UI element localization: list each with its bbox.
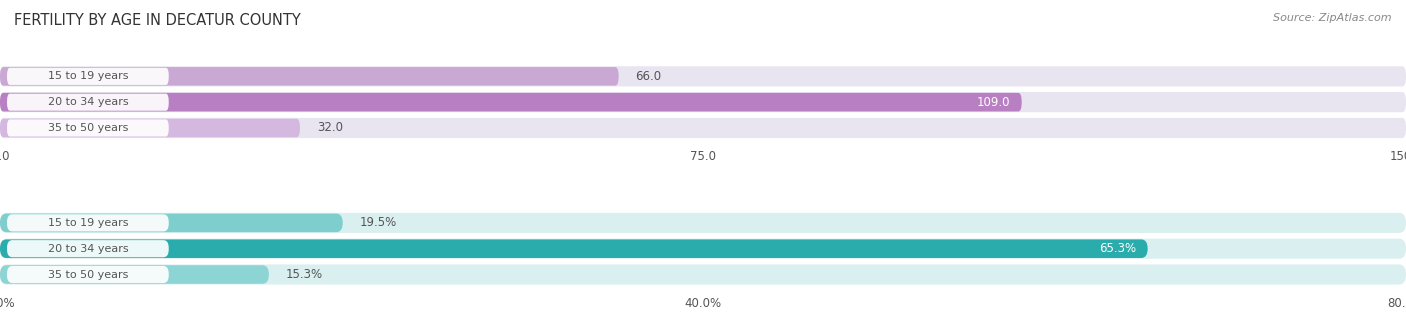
Text: FERTILITY BY AGE IN DECATUR COUNTY: FERTILITY BY AGE IN DECATUR COUNTY — [14, 13, 301, 28]
Text: 109.0: 109.0 — [977, 96, 1011, 109]
FancyBboxPatch shape — [7, 214, 169, 231]
FancyBboxPatch shape — [7, 68, 169, 85]
FancyBboxPatch shape — [0, 239, 1406, 259]
Text: Source: ZipAtlas.com: Source: ZipAtlas.com — [1274, 13, 1392, 23]
FancyBboxPatch shape — [7, 266, 169, 283]
FancyBboxPatch shape — [0, 213, 343, 232]
FancyBboxPatch shape — [7, 240, 169, 257]
Text: 15 to 19 years: 15 to 19 years — [48, 218, 128, 228]
FancyBboxPatch shape — [0, 239, 1147, 258]
Text: 35 to 50 years: 35 to 50 years — [48, 269, 128, 279]
Text: 32.0: 32.0 — [316, 121, 343, 134]
FancyBboxPatch shape — [0, 264, 1406, 285]
FancyBboxPatch shape — [0, 118, 1406, 138]
FancyBboxPatch shape — [0, 66, 1406, 86]
Text: 66.0: 66.0 — [636, 70, 662, 83]
Text: 65.3%: 65.3% — [1099, 242, 1136, 255]
Text: 35 to 50 years: 35 to 50 years — [48, 123, 128, 133]
FancyBboxPatch shape — [7, 94, 169, 111]
Text: 19.5%: 19.5% — [360, 216, 396, 229]
FancyBboxPatch shape — [0, 265, 269, 284]
FancyBboxPatch shape — [0, 92, 1406, 112]
Text: 15 to 19 years: 15 to 19 years — [48, 71, 128, 81]
Text: 15.3%: 15.3% — [285, 268, 323, 281]
FancyBboxPatch shape — [0, 67, 619, 86]
Text: 20 to 34 years: 20 to 34 years — [48, 244, 128, 254]
FancyBboxPatch shape — [0, 93, 1022, 112]
Text: 20 to 34 years: 20 to 34 years — [48, 97, 128, 107]
FancyBboxPatch shape — [7, 119, 169, 137]
FancyBboxPatch shape — [0, 119, 299, 137]
FancyBboxPatch shape — [0, 213, 1406, 233]
